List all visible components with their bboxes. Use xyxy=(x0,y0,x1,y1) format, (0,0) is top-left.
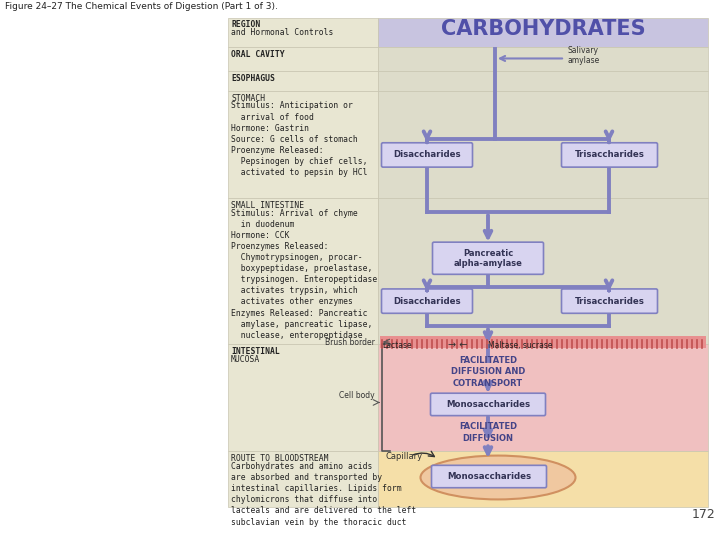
Bar xyxy=(378,71,708,91)
Text: REGION: REGION xyxy=(231,21,260,30)
Text: Capillary: Capillary xyxy=(386,452,423,461)
Bar xyxy=(228,344,378,451)
Text: Monosaccharides: Monosaccharides xyxy=(447,472,531,481)
Text: INTESTINAL: INTESTINAL xyxy=(231,347,280,356)
Text: ESOPHAGUS: ESOPHAGUS xyxy=(231,74,275,83)
Text: Figure 24–27 The Chemical Events of Digestion (Part 1 of 3).: Figure 24–27 The Chemical Events of Dige… xyxy=(5,2,278,11)
Text: FACILITATED
DIFFUSION: FACILITATED DIFFUSION xyxy=(459,422,517,443)
Text: Monosaccharides: Monosaccharides xyxy=(446,400,530,409)
Text: Disaccharides: Disaccharides xyxy=(393,151,461,159)
Text: Trisaccharides: Trisaccharides xyxy=(575,296,644,306)
Bar xyxy=(228,71,378,91)
Text: → ←: → ← xyxy=(449,340,468,350)
Bar xyxy=(378,344,708,451)
Text: FACILITATED
DIFFUSION AND
COTRANSPORT: FACILITATED DIFFUSION AND COTRANSPORT xyxy=(451,356,525,388)
FancyBboxPatch shape xyxy=(433,242,544,274)
Bar xyxy=(378,47,708,71)
Ellipse shape xyxy=(432,471,454,484)
Bar xyxy=(378,451,708,507)
Text: STOMACH: STOMACH xyxy=(231,93,265,103)
Text: Lactase: Lactase xyxy=(382,341,412,350)
Text: Disaccharides: Disaccharides xyxy=(393,296,461,306)
Text: CARBOHYDRATES: CARBOHYDRATES xyxy=(441,19,645,39)
Text: Cell body: Cell body xyxy=(339,390,375,400)
Text: Brush border: Brush border xyxy=(325,338,375,347)
Text: 172: 172 xyxy=(691,508,715,521)
Bar xyxy=(380,336,706,348)
Bar xyxy=(228,451,378,507)
Text: SMALL INTESTINE: SMALL INTESTINE xyxy=(231,201,304,210)
Bar xyxy=(228,47,378,71)
Text: Pancreatic
alpha-amylase: Pancreatic alpha-amylase xyxy=(454,248,523,268)
Text: Stimulus: Arrival of chyme
  in duodenum
Hormone: CCK
Proenzymes Released:
  Chy: Stimulus: Arrival of chyme in duodenum H… xyxy=(231,208,377,340)
Text: Maltase, sucrase: Maltase, sucrase xyxy=(488,341,552,350)
Text: and Hormonal Controls: and Hormonal Controls xyxy=(231,29,333,37)
Bar xyxy=(378,198,708,344)
FancyBboxPatch shape xyxy=(431,465,546,488)
Text: MUCOSA: MUCOSA xyxy=(231,355,260,364)
Bar xyxy=(378,91,708,198)
Text: Trisaccharides: Trisaccharides xyxy=(575,151,644,159)
Text: Carbohydrates and amino acids
are absorbed and transported by
intestinal capilla: Carbohydrates and amino acids are absorb… xyxy=(231,462,416,526)
Bar xyxy=(228,91,378,198)
FancyBboxPatch shape xyxy=(562,143,657,167)
Text: Salivary
amylase: Salivary amylase xyxy=(567,46,599,65)
FancyBboxPatch shape xyxy=(382,143,472,167)
FancyBboxPatch shape xyxy=(562,289,657,313)
Ellipse shape xyxy=(420,456,575,500)
Text: ORAL CAVITY: ORAL CAVITY xyxy=(231,50,284,59)
Bar xyxy=(378,17,708,47)
FancyBboxPatch shape xyxy=(382,289,472,313)
Text: Stimulus: Anticipation or
  arrival of food
Hormone: Gastrin
Source: G cells of : Stimulus: Anticipation or arrival of foo… xyxy=(231,102,367,177)
Bar xyxy=(228,17,378,47)
FancyBboxPatch shape xyxy=(431,393,546,416)
Text: ROUTE TO BLOODSTREAM: ROUTE TO BLOODSTREAM xyxy=(231,454,328,463)
Bar xyxy=(228,198,378,344)
